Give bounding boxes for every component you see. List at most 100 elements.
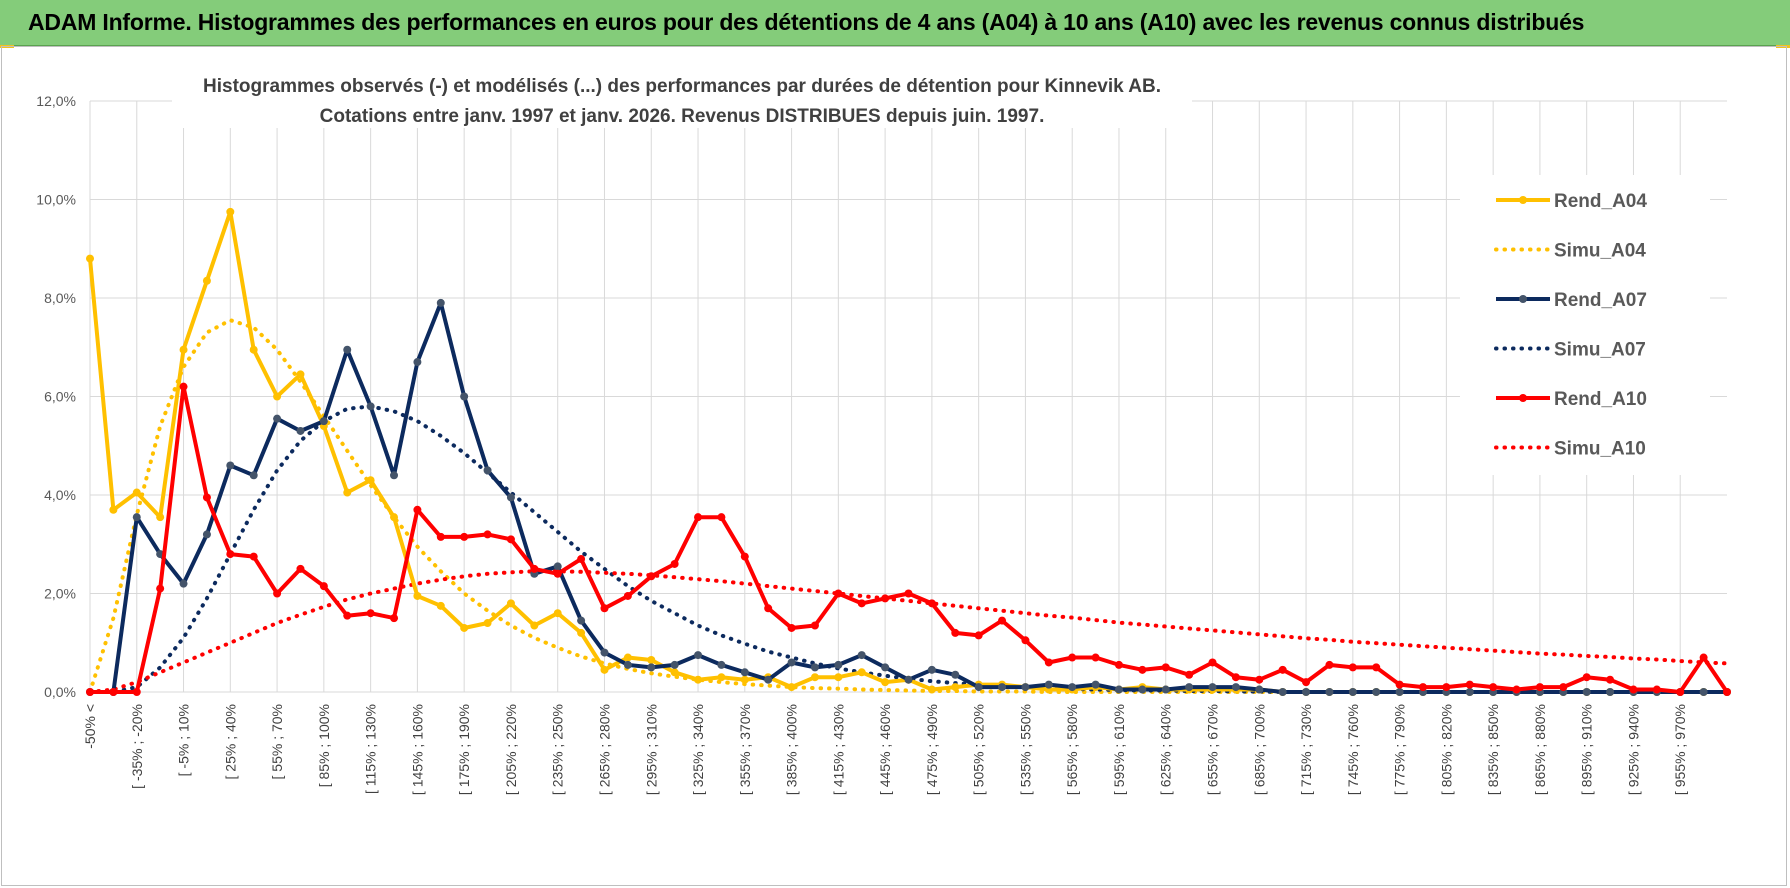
data-point-rend_a10 bbox=[1582, 673, 1591, 682]
data-point-rend_a04 bbox=[670, 668, 679, 677]
data-point-rend_a10 bbox=[1372, 663, 1381, 672]
data-point-rend_a07 bbox=[834, 660, 843, 669]
x-tick-label: [ 445% ; 460% bbox=[877, 704, 893, 795]
data-point-rend_a07 bbox=[1255, 685, 1264, 694]
y-tick-label: 6,0% bbox=[44, 389, 76, 405]
data-point-rend_a07 bbox=[1161, 685, 1170, 694]
data-point-rend_a10 bbox=[1699, 653, 1708, 662]
data-point-rend_a10 bbox=[951, 628, 960, 637]
report-banner: ADAM Informe. Histogrammes des performan… bbox=[0, 0, 1790, 46]
data-point-rend_a07 bbox=[1114, 685, 1123, 694]
data-point-rend_a10 bbox=[343, 611, 352, 620]
y-tick-label: 8,0% bbox=[44, 290, 76, 306]
x-tick-label: -50% < bbox=[82, 704, 98, 749]
data-point-rend_a07 bbox=[1348, 688, 1357, 696]
data-point-rend_a04 bbox=[577, 628, 586, 637]
data-point-rend_a10 bbox=[670, 559, 679, 568]
data-point-rend_a10 bbox=[1348, 663, 1357, 672]
data-point-rend_a10 bbox=[413, 505, 422, 514]
data-point-rend_a10 bbox=[483, 530, 492, 539]
data-point-rend_a10 bbox=[1652, 685, 1661, 694]
series-line-simu_a07 bbox=[88, 404, 1729, 694]
data-point-rend_a07 bbox=[483, 466, 492, 475]
x-tick-label: [ 55% ; 70% bbox=[269, 704, 285, 780]
data-point-rend_a07 bbox=[857, 651, 866, 660]
data-point-rend_a10 bbox=[1676, 688, 1685, 696]
data-point-rend_a10 bbox=[1044, 658, 1053, 667]
x-tick-label: [ 895% ; 910% bbox=[1579, 704, 1595, 795]
data-point-rend_a10 bbox=[553, 569, 562, 578]
data-point-rend_a07 bbox=[319, 417, 328, 426]
data-point-rend_a04 bbox=[553, 609, 562, 618]
series-line-simu_a10 bbox=[88, 569, 1729, 694]
y-axis-tick-labels: 0,0% 2,0% 4,0% 6,0% 8,0% 10,0% 12,0% bbox=[36, 93, 76, 700]
data-point-rend_a04 bbox=[436, 601, 445, 610]
data-point-rend_a07 bbox=[202, 530, 211, 539]
data-point-rend_a07 bbox=[366, 402, 375, 411]
data-point-rend_a10 bbox=[810, 621, 819, 630]
data-point-rend_a10 bbox=[857, 599, 866, 608]
data-point-rend_a07 bbox=[1068, 683, 1077, 692]
data-point-rend_a10 bbox=[1418, 683, 1427, 692]
x-tick-label: [ 805% ; 820% bbox=[1438, 704, 1454, 795]
x-tick-label: [ 595% ; 610% bbox=[1111, 704, 1127, 795]
x-tick-label: [ 85% ; 100% bbox=[316, 704, 332, 787]
data-point-rend_a10 bbox=[132, 688, 141, 696]
data-point-rend_a07 bbox=[1185, 683, 1194, 692]
data-point-rend_a07 bbox=[1231, 683, 1240, 692]
data-point-rend_a07 bbox=[974, 683, 983, 692]
series-lines bbox=[86, 207, 1731, 696]
data-point-rend_a07 bbox=[1091, 680, 1100, 689]
data-point-rend_a04 bbox=[740, 675, 749, 684]
data-point-rend_a10 bbox=[436, 532, 445, 541]
data-point-rend_a10 bbox=[319, 582, 328, 591]
data-point-rend_a04 bbox=[647, 655, 656, 664]
data-point-rend_a10 bbox=[974, 631, 983, 640]
report-title: ADAM Informe. Histogrammes des performan… bbox=[28, 9, 1585, 35]
data-point-rend_a07 bbox=[1044, 680, 1053, 689]
data-point-rend_a04 bbox=[343, 488, 352, 497]
x-tick-label: [ 925% ; 940% bbox=[1625, 704, 1641, 795]
x-tick-label: [ 115% ; 130% bbox=[363, 704, 379, 794]
data-point-rend_a10 bbox=[1325, 660, 1334, 669]
data-point-rend_a10 bbox=[1114, 660, 1123, 669]
data-point-rend_a10 bbox=[1208, 658, 1217, 667]
data-point-rend_a10 bbox=[787, 623, 796, 632]
data-point-rend_a10 bbox=[1606, 675, 1615, 684]
data-point-rend_a04 bbox=[694, 675, 703, 684]
data-point-rend_a07 bbox=[764, 675, 773, 684]
x-tick-label: [ 565% ; 580% bbox=[1064, 704, 1080, 795]
data-point-rend_a07 bbox=[1699, 688, 1708, 696]
data-point-rend_a04 bbox=[506, 599, 515, 608]
data-point-rend_a10 bbox=[717, 513, 726, 522]
data-point-rend_a04 bbox=[857, 668, 866, 677]
data-point-rend_a10 bbox=[202, 493, 211, 502]
x-tick-label: [ 865% ; 880% bbox=[1532, 704, 1548, 795]
y-tick-label: 2,0% bbox=[44, 586, 76, 602]
x-tick-label: [ 625% ; 640% bbox=[1158, 704, 1174, 795]
y-tick-label: 4,0% bbox=[44, 487, 76, 503]
data-point-rend_a04 bbox=[530, 621, 539, 630]
data-point-rend_a04 bbox=[132, 488, 141, 497]
chart-frame bbox=[1, 46, 1787, 886]
data-point-rend_a04 bbox=[366, 476, 375, 485]
data-point-rend_a04 bbox=[600, 665, 609, 674]
data-point-rend_a10 bbox=[1161, 663, 1170, 672]
x-tick-label: [ 175% ; 190% bbox=[456, 704, 472, 795]
x-tick-label: [ 655% ; 670% bbox=[1205, 704, 1221, 795]
legend-label: Simu_A07 bbox=[1554, 340, 1646, 361]
chart-title-background bbox=[172, 64, 1192, 128]
data-point-rend_a04 bbox=[787, 683, 796, 692]
data-point-rend_a10 bbox=[764, 604, 773, 613]
data-point-rend_a07 bbox=[1208, 683, 1217, 692]
legend-marker bbox=[1519, 295, 1527, 303]
data-point-rend_a07 bbox=[296, 426, 305, 435]
data-point-rend_a10 bbox=[740, 552, 749, 561]
data-point-rend_a04 bbox=[273, 392, 282, 401]
data-point-rend_a10 bbox=[530, 564, 539, 573]
data-point-rend_a10 bbox=[366, 609, 375, 618]
legend-marker bbox=[1519, 394, 1527, 402]
x-tick-label: [ 745% ; 760% bbox=[1345, 704, 1361, 795]
data-point-rend_a10 bbox=[834, 589, 843, 598]
